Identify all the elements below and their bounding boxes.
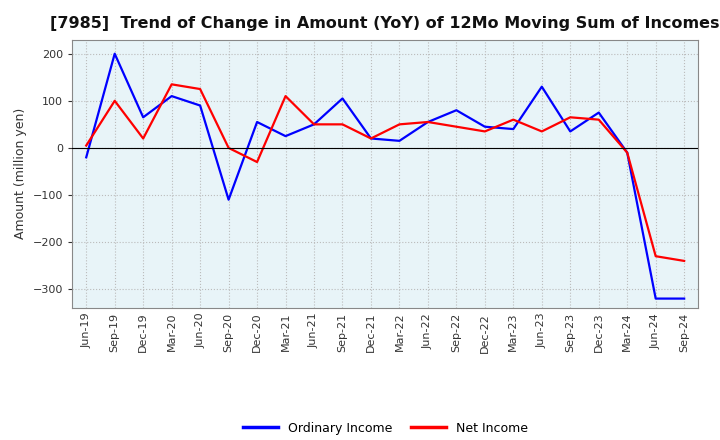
Ordinary Income [366, 136, 375, 141]
Ordinary Income [338, 96, 347, 101]
Title: [7985]  Trend of Change in Amount (YoY) of 12Mo Moving Sum of Incomes: [7985] Trend of Change in Amount (YoY) o… [50, 16, 720, 32]
Line: Ordinary Income: Ordinary Income [86, 54, 684, 299]
Y-axis label: Amount (million yen): Amount (million yen) [14, 108, 27, 239]
Net Income [338, 122, 347, 127]
Ordinary Income [623, 150, 631, 155]
Net Income [452, 124, 461, 129]
Ordinary Income [110, 51, 119, 56]
Net Income [139, 136, 148, 141]
Net Income [680, 258, 688, 264]
Net Income [480, 129, 489, 134]
Net Income [366, 136, 375, 141]
Line: Net Income: Net Income [86, 84, 684, 261]
Net Income [566, 115, 575, 120]
Net Income [395, 122, 404, 127]
Net Income [196, 86, 204, 92]
Ordinary Income [680, 296, 688, 301]
Net Income [253, 159, 261, 165]
Net Income [537, 129, 546, 134]
Net Income [423, 119, 432, 125]
Ordinary Income [139, 115, 148, 120]
Net Income [595, 117, 603, 122]
Ordinary Income [423, 119, 432, 125]
Net Income [225, 145, 233, 150]
Ordinary Income [82, 155, 91, 160]
Ordinary Income [480, 124, 489, 129]
Net Income [509, 117, 518, 122]
Ordinary Income [196, 103, 204, 108]
Ordinary Income [395, 138, 404, 143]
Net Income [310, 122, 318, 127]
Ordinary Income [509, 126, 518, 132]
Ordinary Income [452, 108, 461, 113]
Ordinary Income [566, 129, 575, 134]
Net Income [652, 253, 660, 259]
Ordinary Income [537, 84, 546, 89]
Ordinary Income [282, 133, 290, 139]
Net Income [623, 150, 631, 155]
Ordinary Income [652, 296, 660, 301]
Ordinary Income [225, 197, 233, 202]
Ordinary Income [310, 122, 318, 127]
Legend: Ordinary Income, Net Income: Ordinary Income, Net Income [236, 416, 534, 440]
Net Income [167, 82, 176, 87]
Net Income [110, 98, 119, 103]
Ordinary Income [167, 93, 176, 99]
Net Income [82, 143, 91, 148]
Net Income [282, 93, 290, 99]
Ordinary Income [595, 110, 603, 115]
Ordinary Income [253, 119, 261, 125]
